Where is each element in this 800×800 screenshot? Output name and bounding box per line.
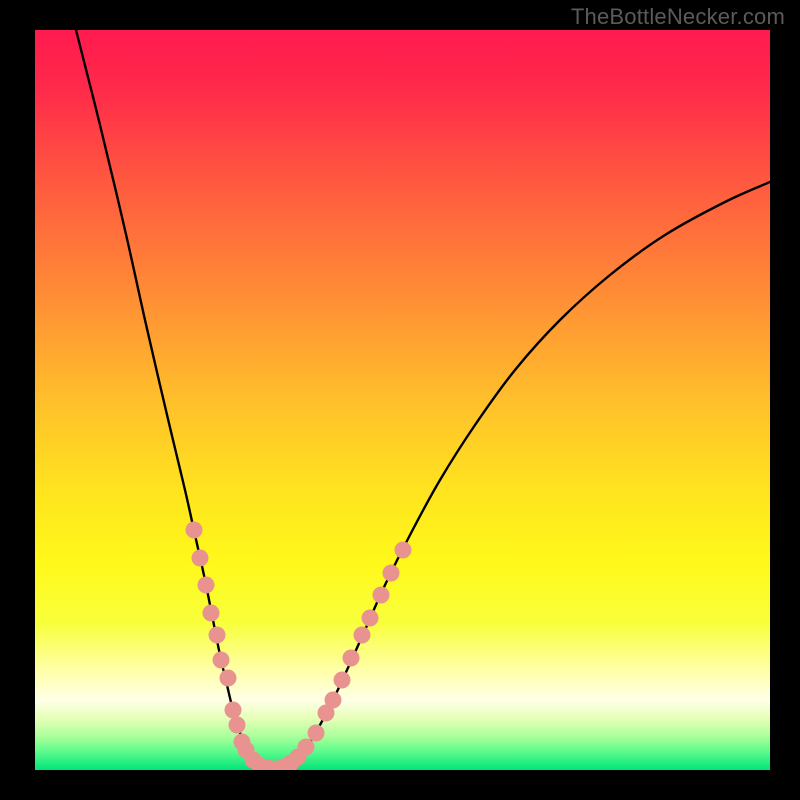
gradient-background: [35, 30, 770, 770]
chart-root: TheBottleNecker.com: [0, 0, 800, 800]
plot-area: [35, 30, 770, 770]
watermark-text: TheBottleNecker.com: [571, 4, 785, 30]
